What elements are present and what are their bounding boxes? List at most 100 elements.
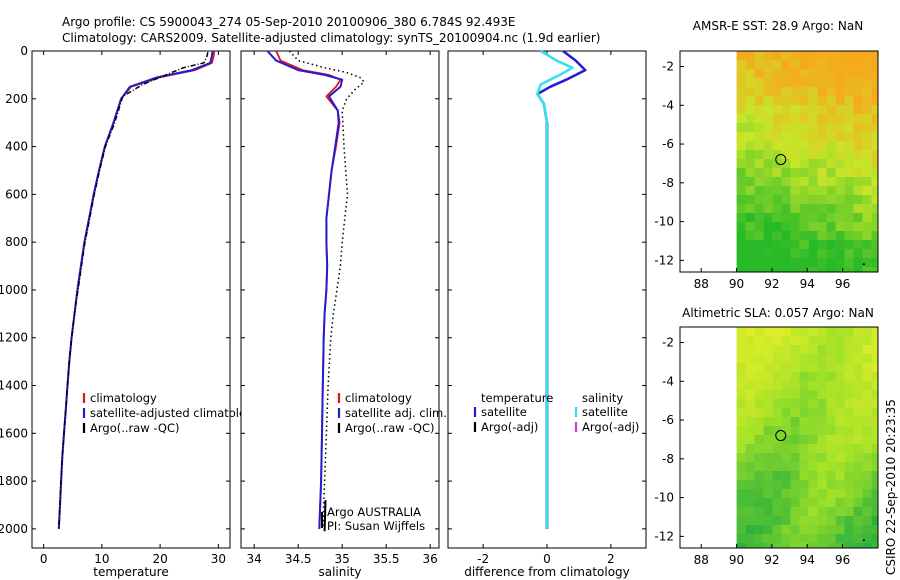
heatmap-cell <box>826 372 836 382</box>
heatmap-cell <box>808 141 818 151</box>
heatmap-cell <box>826 177 836 187</box>
heatmap-cell <box>817 222 827 232</box>
heatmap-cell <box>790 471 800 481</box>
heatmap-cell <box>745 195 755 205</box>
heatmap-cell <box>736 417 746 427</box>
heatmap-cell <box>745 408 755 418</box>
heatmap-cell <box>844 150 854 160</box>
heatmap-cell <box>871 168 879 178</box>
heatmap-cell <box>745 60 755 70</box>
heatmap-cell <box>763 390 773 400</box>
heatmap-cell <box>745 516 755 526</box>
heatmap-cell <box>853 327 863 337</box>
y-tick-label: -2 <box>662 336 674 350</box>
heatmap-cell <box>817 213 827 223</box>
heatmap-cell <box>772 462 782 472</box>
plot-frame <box>240 50 440 549</box>
heatmap-cell <box>862 354 872 364</box>
heatmap-cell <box>871 498 879 508</box>
heatmap-cell <box>817 516 827 526</box>
heatmap-cell <box>826 249 836 259</box>
y-tick-label: -2 <box>662 60 674 74</box>
heatmap-cell <box>826 435 836 445</box>
heatmap-cell <box>754 213 764 223</box>
heatmap-cell <box>763 51 773 61</box>
heatmap-cell <box>808 249 818 259</box>
heatmap-cell <box>808 267 818 273</box>
heatmap-cell <box>772 471 782 481</box>
heatmap-cell <box>772 390 782 400</box>
heatmap-cell <box>862 249 872 259</box>
heatmap-cell <box>853 195 863 205</box>
x-tick-label: 20 <box>152 552 167 566</box>
csiro-timestamp: CSIRO 22-Sep-2010 20:23:35 <box>884 399 898 575</box>
heatmap-cell <box>763 471 773 481</box>
heatmap-cell <box>871 105 879 115</box>
heatmap-cell <box>745 96 755 106</box>
heatmap-cell <box>754 462 764 472</box>
heatmap-cell <box>817 195 827 205</box>
heatmap-cell <box>763 417 773 427</box>
heatmap-cell <box>745 177 755 187</box>
heatmap-cell <box>862 69 872 79</box>
heatmap-cell <box>826 267 836 273</box>
heatmap-cell <box>763 435 773 445</box>
sla-map-panel: 88 90 92 94 96 -2 -4 -6 -8 -10 -12 <box>654 326 879 567</box>
heatmap-cell <box>781 426 791 436</box>
legend-entry-label: satellite adj. clim. <box>345 406 447 420</box>
heatmap-cell <box>790 60 800 70</box>
heatmap-cell <box>799 240 809 250</box>
heatmap-cell <box>862 372 872 382</box>
heatmap-cell <box>871 69 879 79</box>
heatmap-cell <box>844 390 854 400</box>
heatmap-cell <box>754 471 764 481</box>
x-tick-label: 30 <box>211 552 226 566</box>
heatmap-cell <box>799 435 809 445</box>
heatmap-cell <box>871 132 879 142</box>
heatmap-cell <box>808 51 818 61</box>
x-tick-label: 35.5 <box>373 552 400 566</box>
heatmap-cell <box>799 480 809 490</box>
heatmap-cell <box>781 417 791 427</box>
heatmap-cell <box>826 543 836 549</box>
heatmap-cell <box>844 444 854 454</box>
heatmap-cell <box>835 195 845 205</box>
heatmap-cell <box>853 240 863 250</box>
heatmap-cell <box>736 444 746 454</box>
heatmap-cell <box>817 390 827 400</box>
heatmap-cell <box>817 69 827 79</box>
x-tick-label: 35 <box>335 552 350 566</box>
heatmap-cell <box>736 525 746 535</box>
heatmap-cell <box>844 159 854 169</box>
heatmap-cell <box>745 78 755 88</box>
heatmap-cell <box>862 141 872 151</box>
heatmap-cell <box>790 417 800 427</box>
heatmap-cell <box>781 204 791 214</box>
heatmap-cell <box>853 417 863 427</box>
argo-position-marker <box>775 154 787 166</box>
heatmap-cell <box>853 141 863 151</box>
heatmap-cell <box>799 345 809 355</box>
heatmap-cell <box>781 354 791 364</box>
heatmap-cell <box>772 123 782 133</box>
heatmap-cell <box>871 372 879 382</box>
heatmap-cell <box>781 177 791 187</box>
heatmap-cell <box>745 390 755 400</box>
heatmap-cell <box>745 480 755 490</box>
salinity-panel: 34 34.5 35 35.5 36 salinity climatologysatelli… <box>240 50 447 579</box>
heatmap-cell <box>808 96 818 106</box>
heatmap-cell <box>817 114 827 124</box>
heatmap-cell <box>871 507 879 517</box>
heatmap-cell <box>826 87 836 97</box>
heatmap-cell <box>871 222 879 232</box>
heatmap-cell <box>736 51 746 61</box>
heatmap-cell <box>763 399 773 409</box>
heatmap-cell <box>853 213 863 223</box>
heatmap-cell <box>790 516 800 526</box>
heatmap-cell <box>772 363 782 373</box>
x-tick-label: 96 <box>835 553 850 567</box>
heatmap-cell <box>799 534 809 544</box>
heatmap-cell <box>835 240 845 250</box>
heatmap-cell <box>844 345 854 355</box>
heatmap-cell <box>871 60 879 70</box>
